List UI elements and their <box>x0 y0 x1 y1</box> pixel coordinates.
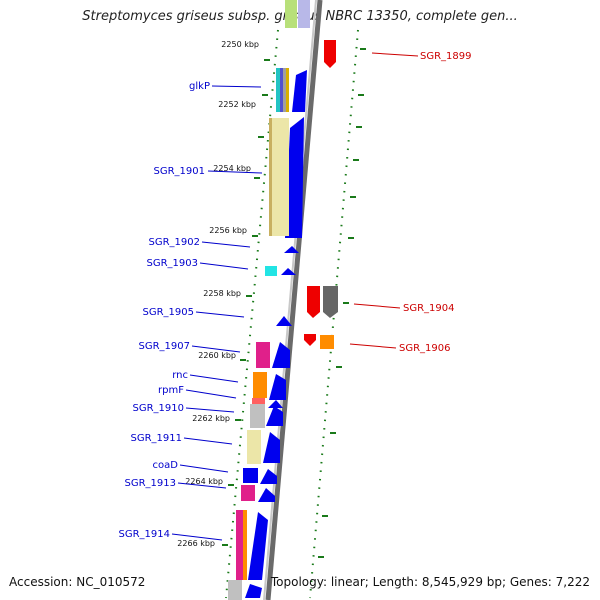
kbp-tick-label: 2256 kbp <box>209 226 247 235</box>
kbp-tick-label: 2260 kbp <box>198 351 236 360</box>
kbp-tick-label: 2262 kbp <box>192 414 230 423</box>
gene-label[interactable]: rnc <box>172 370 188 381</box>
accession-text: Accession: NC_010572 <box>9 575 146 589</box>
gene-label[interactable]: glkP <box>189 81 210 92</box>
kbp-ticks: 2250 kbp 2252 kbp 2254 kbp 2256 kbp 2258… <box>177 40 259 548</box>
gc-dash-marks <box>222 48 366 558</box>
genome-summary-text: Topology: linear; Length: 8,545,929 bp; … <box>270 575 590 589</box>
gene-label[interactable]: SGR_1913 <box>125 478 177 489</box>
gene-label[interactable]: SGR_1911 <box>131 433 183 444</box>
gene-label[interactable]: SGR_1899 <box>420 51 472 62</box>
gene-label[interactable]: rpmF <box>158 385 184 396</box>
kbp-tick-label: 2252 kbp <box>218 100 256 109</box>
kbp-tick-label: 2258 kbp <box>203 289 241 298</box>
gene-label[interactable]: SGR_1910 <box>133 403 185 414</box>
gene-label[interactable]: SGR_1907 <box>139 341 191 352</box>
reverse-genes <box>304 40 338 349</box>
kbp-tick-label: 2266 kbp <box>177 539 215 548</box>
gene-label[interactable]: coaD <box>153 460 179 471</box>
gene-label[interactable]: SGR_1904 <box>403 303 455 314</box>
kbp-tick-label: 2264 kbp <box>185 477 223 486</box>
gene-label[interactable]: SGR_1902 <box>149 237 201 248</box>
gene-label[interactable]: SGR_1903 <box>147 258 199 269</box>
kbp-tick-label: 2250 kbp <box>221 40 259 49</box>
left-gene-labels: glkP SGR_1901 SGR_1902 SGR_1903 SGR_1905… <box>119 81 263 541</box>
gene-label[interactable]: SGR_1905 <box>143 307 195 318</box>
kbp-tick-label: 2254 kbp <box>213 164 251 173</box>
gene-label[interactable]: SGR_1914 <box>119 529 171 540</box>
gene-label[interactable]: SGR_1901 <box>154 166 206 177</box>
gene-block-top <box>298 0 310 28</box>
gene-block-top <box>285 0 297 28</box>
right-gene-labels: SGR_1899 SGR_1904 SGR_1906 <box>349 51 472 354</box>
gene-label[interactable]: SGR_1906 <box>399 343 451 354</box>
feature-bars <box>228 68 289 600</box>
forward-genes <box>245 70 307 598</box>
